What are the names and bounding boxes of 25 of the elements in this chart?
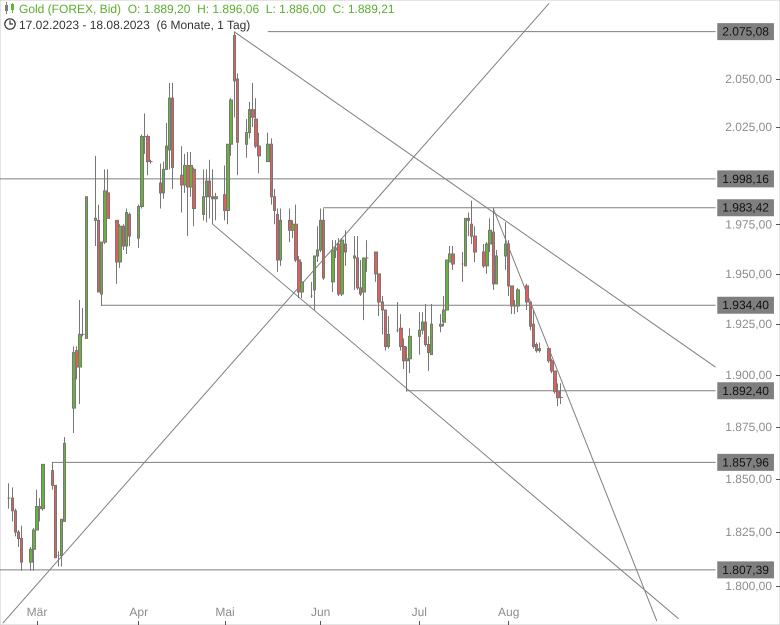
x-tick-label: Jul — [412, 605, 427, 619]
x-tick-label: Aug — [498, 605, 520, 619]
x-tick-label: Apr — [129, 605, 148, 619]
data-label: 1.857,96 — [722, 455, 770, 470]
y-tick-label: 1.950,00 — [725, 266, 772, 281]
y-tick-label: 1.825,00 — [725, 525, 772, 540]
y-tick-label: 1.800,00 — [725, 578, 772, 593]
y-tick-label: 2.025,00 — [725, 120, 772, 134]
data-label: 1.983,42 — [722, 200, 770, 215]
x-tick-label: Mär — [26, 605, 48, 619]
y-tick-label: 1.850,00 — [725, 472, 772, 486]
text: 17.02.2023 - 18.08.2023 (6 Monate, 1 Tag) — [19, 18, 250, 32]
data-label: 1.807,39 — [722, 562, 770, 577]
x-tick-label: Mai — [215, 605, 235, 619]
y-tick-label: 1.875,00 — [725, 420, 772, 434]
data-label: 1.998,16 — [722, 172, 770, 186]
x-tick-label: Jun — [310, 605, 330, 619]
y-tick-label: 1.975,00 — [725, 217, 772, 232]
data-label: 2.075,08 — [722, 24, 770, 39]
y-tick-label: 2.050,00 — [725, 72, 772, 86]
y-tick-label: 1.925,00 — [725, 317, 772, 332]
y-tick-label: 1.900,00 — [725, 368, 772, 382]
chart-title: Gold (FOREX, Bid) O: 1.889,20 H: 1.896,06 L: 1.886,00 C: 1.889,21 — [19, 2, 395, 16]
data-label: 1.934,40 — [722, 298, 770, 312]
data-label: 1.892,40 — [722, 384, 770, 398]
